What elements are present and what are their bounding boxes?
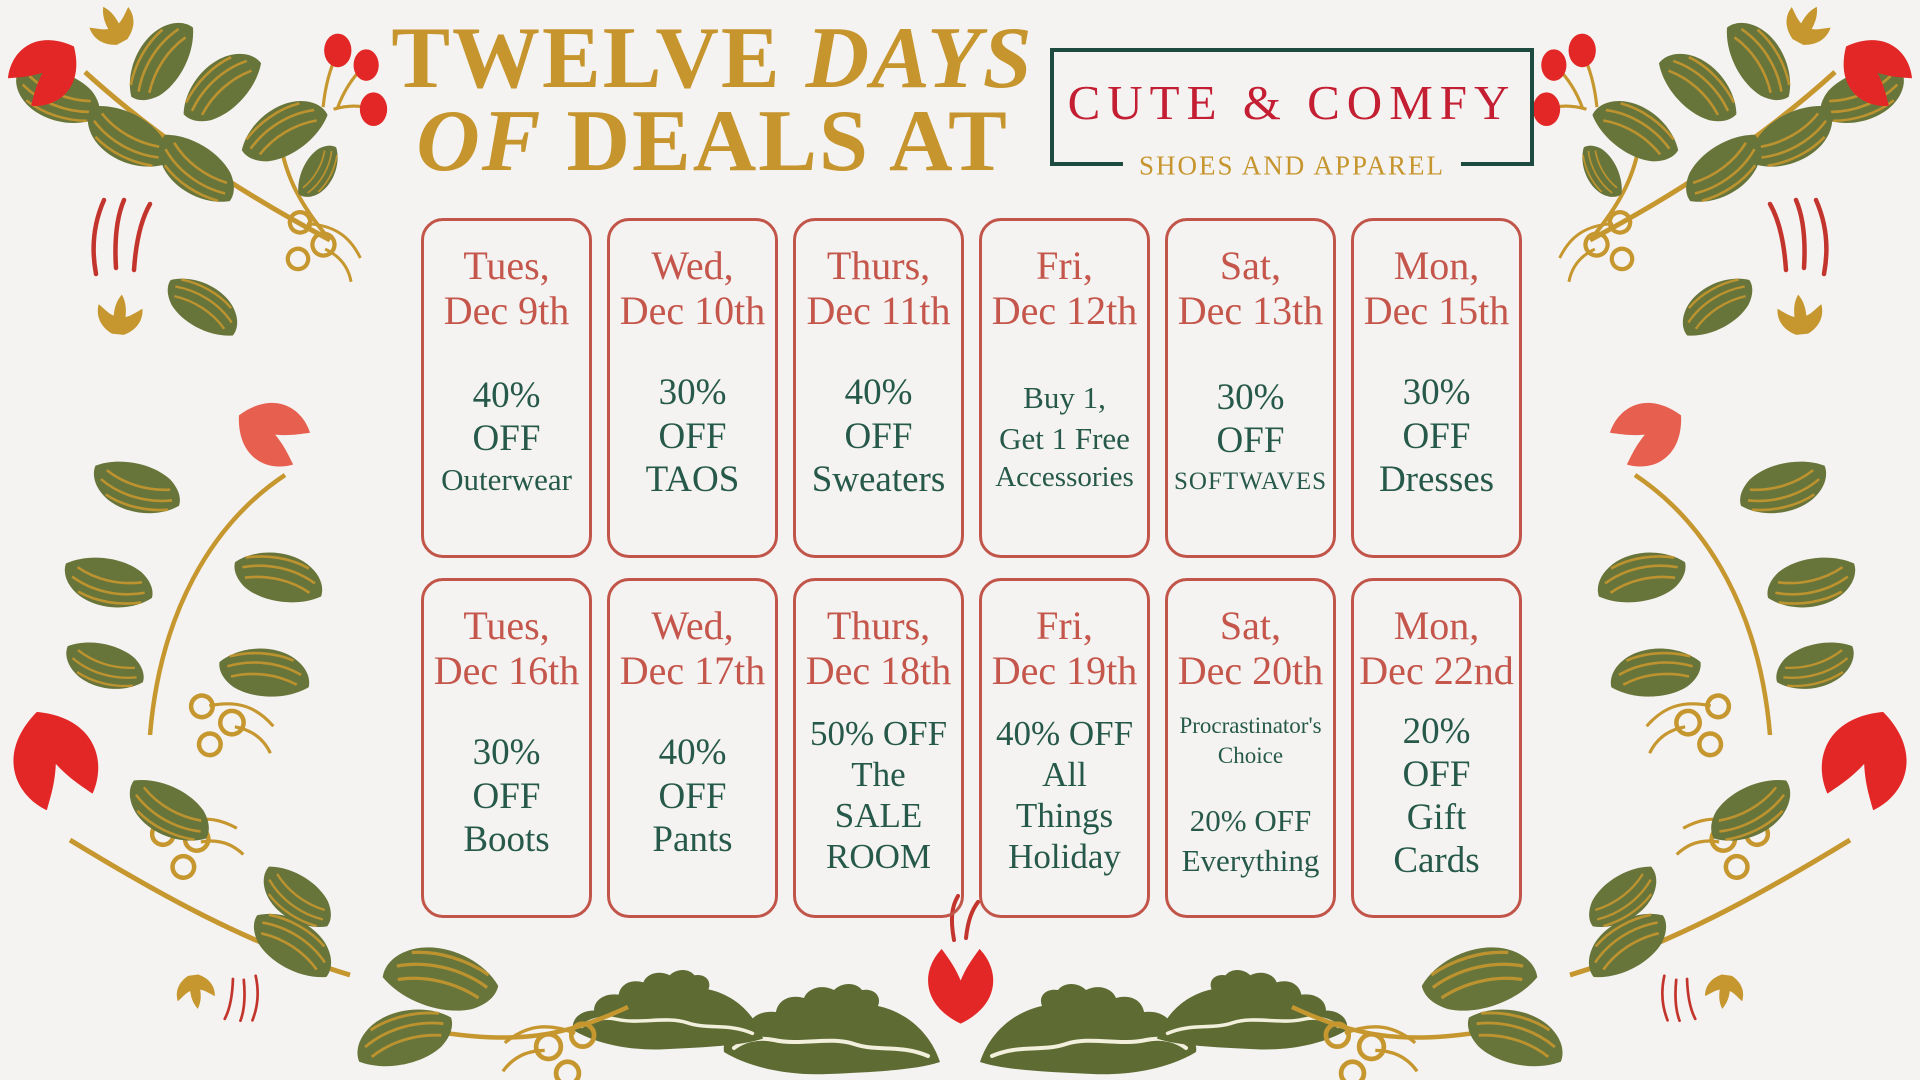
title-line-2: OF DEALS AT	[295, 97, 1130, 185]
deal-date: Tues, Dec 16th	[433, 603, 580, 694]
deal-date: Sat, Dec 13th	[1177, 243, 1324, 334]
deal-date: Tues, Dec 9th	[443, 243, 570, 334]
title-line1-italic: DAYS	[805, 10, 1034, 107]
garland-left	[350, 933, 940, 1080]
deal-offer: 20% OFF Gift Cards	[1393, 710, 1480, 882]
deal-item: SOFTWAVES	[1173, 468, 1328, 496]
deal-date: Mon, Dec 22nd	[1359, 603, 1514, 694]
deal-offer: 40% OFF Sweaters	[811, 372, 946, 500]
deal-card-dec-13: Sat, Dec 13th 30% OFF SOFTWAVES	[1165, 218, 1336, 558]
deal-offer: 40% OFF Pants	[652, 732, 733, 860]
deal-card-dec-12: Fri, Dec 12th Buy 1, Get 1 Free Accessor…	[979, 218, 1150, 558]
deal-date: Fri, Dec 19th	[991, 603, 1138, 694]
deal-card-dec-22: Mon, Dec 22nd 20% OFF Gift Cards	[1351, 578, 1522, 918]
deal-date: Thurs, Dec 18th	[805, 603, 952, 694]
deal-card-dec-16: Tues, Dec 16th 30% OFF Boots	[421, 578, 592, 918]
floral-bottom-left	[0, 698, 350, 1022]
floral-right-edge	[1593, 200, 1859, 766]
deal-card-dec-20: Sat, Dec 20th Procrastinator's Choice 20…	[1165, 578, 1336, 918]
title-line2-text: DEALS AT	[566, 92, 1009, 190]
deal-card-dec-17: Wed, Dec 17th 40% OFF Pants	[607, 578, 778, 918]
deal-date: Thurs, Dec 11th	[806, 243, 951, 334]
deal-note: Procrastinator's Choice	[1179, 713, 1322, 768]
title-line2-italic: OF	[416, 92, 543, 190]
deal-offer: 30% OFF TAOS	[645, 372, 740, 500]
brand-name: CUTE & COMFY	[1067, 74, 1517, 130]
deal-offer: 30% OFF Boots	[463, 732, 550, 860]
deal-offer: 30% OFF	[1216, 376, 1285, 462]
deal-date: Wed, Dec 10th	[619, 243, 766, 334]
deal-date: Sat, Dec 20th	[1177, 603, 1324, 694]
deal-offer: 40% OFF All Things Holiday	[995, 714, 1134, 877]
floral-top-right	[1533, 0, 1920, 293]
deal-date: Wed, Dec 17th	[619, 603, 766, 694]
garland-right	[980, 933, 1570, 1080]
page-title: TWELVE DAYS OF DEALS AT	[295, 15, 1130, 186]
title-line-1: TWELVE DAYS	[295, 15, 1130, 103]
deal-item: Accessories	[995, 460, 1134, 493]
deals-grid: Tues, Dec 9th 40% OFF Outerwear Wed, Dec…	[421, 218, 1522, 918]
floral-left-edge	[60, 200, 326, 766]
brand-tagline: SHOES AND APPAREL	[1122, 150, 1462, 182]
deal-card-dec-19: Fri, Dec 19th 40% OFF All Things Holiday	[979, 578, 1150, 918]
deal-offer: 40% OFF	[472, 374, 541, 460]
deal-date: Fri, Dec 12th	[991, 243, 1138, 334]
title-line1-text: TWELVE	[391, 10, 782, 107]
deal-offer: 50% OFF The SALE ROOM	[809, 714, 948, 877]
brand-logo-box: CUTE & COMFY SHOES AND APPAREL	[1050, 48, 1534, 182]
deal-card-dec-10: Wed, Dec 10th 30% OFF TAOS	[607, 218, 778, 558]
deal-offer: Buy 1, Get 1 Free	[999, 380, 1130, 456]
deal-card-dec-9: Tues, Dec 9th 40% OFF Outerwear	[421, 218, 592, 558]
garland-center-tulip-icon	[928, 949, 994, 1024]
deal-date: Mon, Dec 15th	[1363, 243, 1510, 334]
deal-offer: 30% OFF Dresses	[1378, 372, 1495, 500]
deal-card-dec-15: Mon, Dec 15th 30% OFF Dresses	[1351, 218, 1522, 558]
deal-card-dec-18: Thurs, Dec 18th 50% OFF The SALE ROOM	[793, 578, 964, 918]
deal-item: Outerwear	[441, 462, 572, 498]
floral-bottom-right	[1570, 698, 1920, 1022]
deal-card-dec-11: Thurs, Dec 11th 40% OFF Sweaters	[793, 218, 964, 558]
deal-offer: 20% OFF Everything	[1181, 802, 1320, 879]
